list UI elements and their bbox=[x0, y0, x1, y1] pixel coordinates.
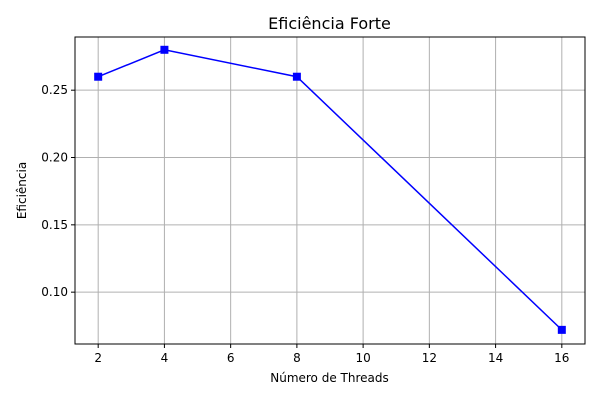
y-tick-label: 0.25 bbox=[41, 83, 68, 97]
y-tick-label: 0.10 bbox=[41, 285, 68, 299]
x-tick-label: 8 bbox=[293, 351, 301, 365]
grid bbox=[75, 37, 585, 344]
data-point-marker bbox=[292, 72, 301, 81]
x-tick-label: 14 bbox=[488, 351, 503, 365]
y-axis-label: Eficiência bbox=[15, 162, 29, 219]
x-axis-label: Número de Threads bbox=[270, 371, 389, 385]
plot-frame bbox=[74, 36, 586, 345]
x-tick-label: 4 bbox=[161, 351, 169, 365]
x-tick-label: 6 bbox=[227, 351, 235, 365]
series-line bbox=[97, 49, 563, 331]
y-tick-label: 0.20 bbox=[41, 151, 68, 165]
x-tick-label: 16 bbox=[554, 351, 569, 365]
data-point-marker bbox=[160, 45, 169, 54]
chart-title: Eficiência Forte bbox=[268, 14, 391, 33]
x-tick-label: 12 bbox=[422, 351, 437, 365]
x-tick-label: 10 bbox=[355, 351, 370, 365]
ticks: 2 4 6 8 10 12 14 16 0.10 0.15 0.20 0.25 bbox=[41, 83, 569, 365]
data-point-marker bbox=[557, 325, 566, 334]
x-tick-label: 2 bbox=[94, 351, 102, 365]
series-layer bbox=[94, 45, 566, 334]
data-point-marker bbox=[94, 72, 103, 81]
y-tick-label: 0.15 bbox=[41, 218, 68, 232]
